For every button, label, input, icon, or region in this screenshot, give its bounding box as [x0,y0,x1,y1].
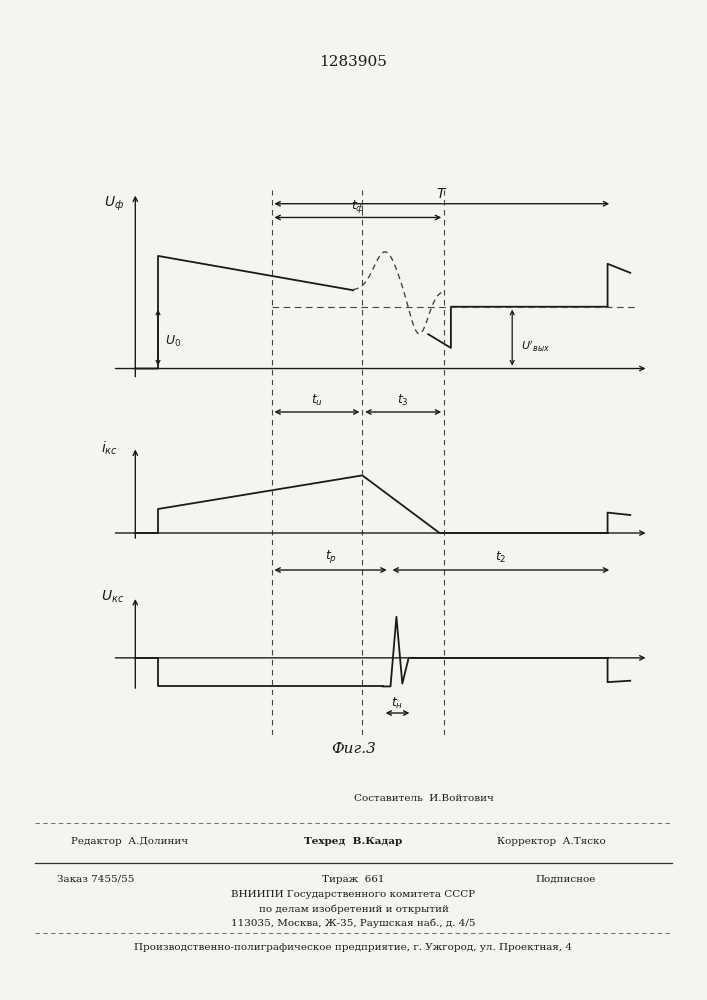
Text: Заказ 7455/55: Заказ 7455/55 [57,875,134,884]
Text: Подписное: Подписное [535,875,596,884]
Text: Производственно-полиграфическое предприятие, г. Ужгород, ул. Проектная, 4: Производственно-полиграфическое предприя… [134,943,573,952]
Text: Корректор  А.Тяско: Корректор А.Тяско [497,837,606,846]
Text: $t_2$: $t_2$ [495,550,507,565]
Text: ВНИИПИ Государственного комитета СССР: ВНИИПИ Государственного комитета СССР [231,890,476,899]
Text: $T$: $T$ [436,187,448,201]
Text: Техред  В.Кадар: Техред В.Кадар [305,837,402,846]
Text: Фиг.3: Фиг.3 [331,742,376,756]
Text: $U'_{вых}$: $U'_{вых}$ [521,339,550,354]
Text: $t_н$: $t_н$ [392,696,404,711]
Text: $U_{кс}$: $U_{кс}$ [101,589,124,605]
Text: Составитель  И.Войтович: Составитель И.Войтович [354,794,494,803]
Text: $U_0$: $U_0$ [165,334,181,349]
Text: $U_{ф}$: $U_{ф}$ [103,195,124,213]
Text: Тираж  661: Тираж 661 [322,875,385,884]
Text: по делам изобретений и открытий: по делам изобретений и открытий [259,905,448,914]
Text: Редактор  А.Долинич: Редактор А.Долинич [71,837,188,846]
Text: $i_{кс}$: $i_{кс}$ [101,440,118,457]
Text: $t_u$: $t_u$ [311,393,323,408]
Text: 113035, Москва, Ж-35, Раушская наб., д. 4/5: 113035, Москва, Ж-35, Раушская наб., д. … [231,919,476,928]
Text: $t_ф$: $t_ф$ [351,198,365,215]
Text: 1283905: 1283905 [320,55,387,69]
Text: $t_р$: $t_р$ [325,548,337,565]
Text: $t_3$: $t_3$ [397,393,409,408]
